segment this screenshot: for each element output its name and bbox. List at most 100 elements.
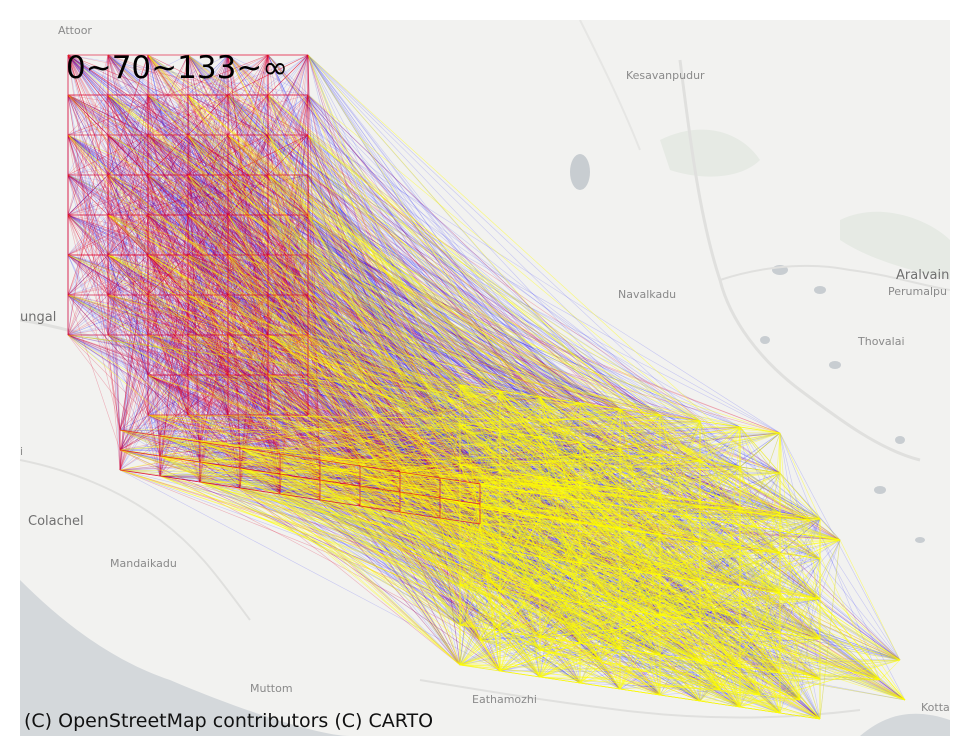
flow-edge <box>399 491 661 656</box>
flow-edge <box>239 54 269 489</box>
flow-edge <box>239 408 621 489</box>
flow-edge <box>579 522 881 681</box>
flow-edge <box>239 487 441 499</box>
flow-edge <box>67 54 821 520</box>
flow-edge <box>267 134 781 594</box>
flow-edge <box>159 475 811 521</box>
flow-edge <box>399 511 821 520</box>
flow-edge <box>159 448 621 477</box>
flow-edge <box>187 294 841 541</box>
flow-edge <box>107 134 441 499</box>
flow-edge <box>539 596 581 644</box>
flow-edge <box>539 396 741 548</box>
flow-edge <box>239 467 661 576</box>
flow-edge <box>359 485 461 546</box>
flow-edge <box>67 134 201 443</box>
map-canvas[interactable]: Attoor Kesavanpudur Aralvain Perumalpu N… <box>20 20 950 736</box>
flow-edge <box>147 214 701 702</box>
flow-edge <box>307 94 441 479</box>
flow-edge <box>199 481 461 586</box>
flow-edge <box>147 414 621 690</box>
flow-edge <box>227 294 581 684</box>
flow-edge <box>67 294 781 634</box>
flow-edge <box>187 134 281 495</box>
flow-edge <box>227 294 621 490</box>
flow-edge <box>187 174 661 616</box>
flow-edge <box>187 174 229 296</box>
flow-edge <box>307 254 801 701</box>
flow-edge <box>579 632 781 644</box>
flow-edge <box>199 214 229 483</box>
flow-edge <box>147 294 781 594</box>
flow-edge <box>147 374 701 702</box>
flow-edge <box>779 432 881 681</box>
flow-edge <box>147 54 661 496</box>
flow-edge <box>307 134 501 672</box>
flow-edge <box>67 254 161 437</box>
flow-edge <box>267 54 741 588</box>
flow-edge <box>147 174 621 610</box>
flow-edge <box>187 174 661 616</box>
flow-edge <box>279 473 541 518</box>
flow-edge <box>619 528 821 600</box>
flow-edge <box>187 174 906 701</box>
flow-edge <box>267 134 501 512</box>
flow-edge <box>479 523 821 640</box>
flow-edge <box>119 54 309 451</box>
flow-edge <box>147 54 241 469</box>
flow-edge <box>159 475 361 487</box>
flow-edge <box>499 430 801 701</box>
flow-edge <box>67 294 109 336</box>
flow-edge <box>239 447 901 661</box>
flow-edge <box>159 94 189 477</box>
flow-edge <box>439 517 811 521</box>
flow-edge <box>399 424 461 473</box>
flow-edge <box>147 374 781 474</box>
flow-edge <box>267 414 361 467</box>
flow-edge <box>159 475 461 546</box>
flow-edge <box>199 254 309 443</box>
flow-edge <box>359 485 741 508</box>
flow-edge <box>319 479 361 507</box>
flow-edge <box>107 54 621 690</box>
flow-edge <box>67 54 741 708</box>
flow-edge <box>227 134 269 336</box>
flow-edge <box>119 429 581 444</box>
flow-edge <box>147 134 501 632</box>
flow-edge <box>119 294 269 431</box>
flow-edge <box>187 294 309 336</box>
flow-edge <box>187 54 241 449</box>
flow-edge <box>267 214 781 474</box>
flow-edge <box>539 436 841 541</box>
flow-edge <box>739 586 801 701</box>
flow-edge <box>119 414 309 431</box>
flow-edge <box>227 214 841 541</box>
flow-edge <box>267 334 581 404</box>
flow-edge <box>499 390 621 610</box>
flow-edge <box>187 54 781 474</box>
flow-edge <box>239 334 269 469</box>
flow-edge <box>267 294 661 616</box>
flow-edge <box>67 94 811 521</box>
flow-edge <box>619 488 801 701</box>
flow-edge <box>479 503 621 650</box>
flow-edge <box>499 590 541 638</box>
flow-edge <box>147 254 481 525</box>
flow-edge <box>107 254 121 471</box>
flow-edge <box>159 435 821 520</box>
flow-edge <box>147 254 541 478</box>
flow-edge <box>239 487 741 708</box>
flow-edge <box>359 505 661 696</box>
flow-edge <box>187 174 781 594</box>
flow-edge <box>439 517 821 600</box>
flow-edge <box>279 493 581 684</box>
flow-edge <box>147 174 701 542</box>
flow-edge <box>107 254 661 656</box>
flow-edge <box>307 374 541 438</box>
flow-edge <box>67 94 109 296</box>
flow-edge <box>307 414 741 468</box>
flow-edge <box>187 134 741 628</box>
flow-edge <box>187 374 481 641</box>
flow-edge <box>267 134 701 582</box>
flow-edge <box>439 517 461 666</box>
